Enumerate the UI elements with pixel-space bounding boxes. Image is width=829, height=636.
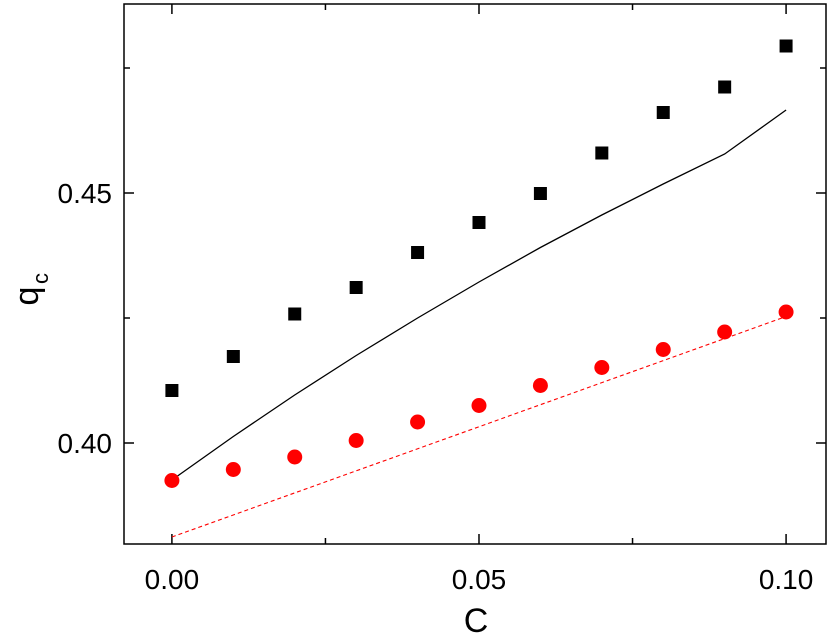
solid-fit-line xyxy=(171,109,787,481)
x-tick-label: 0.05 xyxy=(452,564,507,595)
square-data-point xyxy=(165,384,179,397)
circle-data-point xyxy=(532,378,548,393)
ticks-layer xyxy=(124,4,826,544)
square-data-point xyxy=(533,187,547,200)
square-data-point xyxy=(779,39,793,53)
square-data-point xyxy=(349,281,363,294)
square-data-point xyxy=(411,246,425,259)
circle-data-point xyxy=(717,324,733,340)
circle-data-point xyxy=(655,342,671,357)
x-tick-label: 0.10 xyxy=(759,564,814,595)
circle-data-point xyxy=(287,449,303,465)
circle-data-point xyxy=(410,414,426,430)
circle-data-point xyxy=(594,360,610,375)
square-data-point xyxy=(288,307,302,321)
y-tick-label: 0.45 xyxy=(58,178,113,209)
circle-data-point xyxy=(348,433,364,448)
circle-data-point xyxy=(164,473,180,488)
square-data-point xyxy=(718,80,732,94)
circle-data-point xyxy=(225,462,241,477)
y-axis-label: q c xyxy=(8,273,53,305)
square-data-point xyxy=(656,106,670,119)
x-tick-label: 0.00 xyxy=(145,564,200,595)
x-axis-label: C xyxy=(464,602,489,636)
plot-frame xyxy=(123,3,827,545)
y-axis-label-subscript: c xyxy=(28,273,53,284)
circle-data-point xyxy=(778,304,794,320)
markers-layer xyxy=(164,39,794,488)
lines-layer xyxy=(171,109,787,538)
square-data-point xyxy=(595,146,609,160)
y-axis-label-main: q xyxy=(8,287,46,306)
labels-layer: 0.00 0.05 0.10 0.40 0.45 xyxy=(58,178,814,595)
circle-data-point xyxy=(471,398,487,413)
dashed-fit-line xyxy=(171,315,787,538)
y-tick-label: 0.40 xyxy=(58,428,113,459)
square-data-point xyxy=(226,350,240,363)
square-data-point xyxy=(472,216,486,229)
